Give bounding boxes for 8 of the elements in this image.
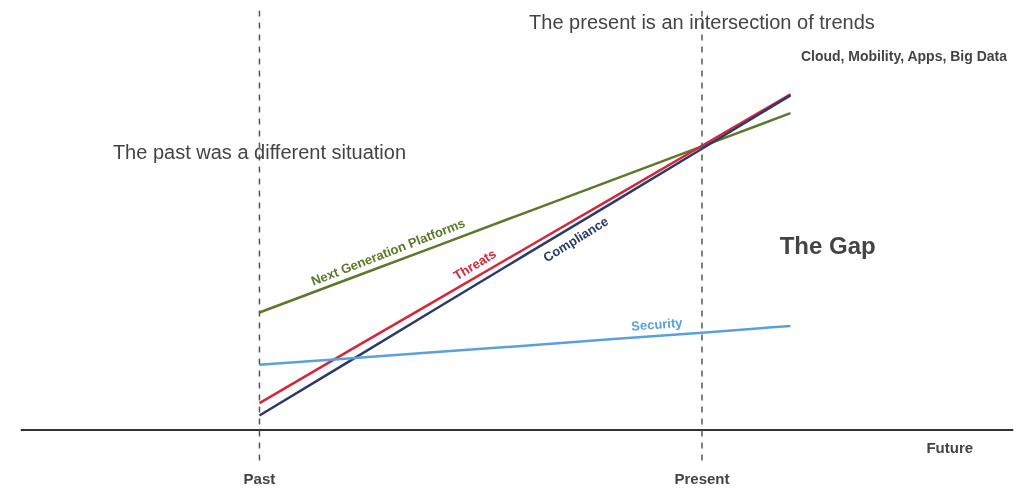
ref-line-label: The present is an intersection of trends <box>529 10 875 33</box>
ref-line-label: The past was a different situation <box>112 140 407 163</box>
series-label: Security <box>630 314 684 334</box>
x-tick-label: Present <box>674 469 730 487</box>
annotation: The Gap <box>779 231 876 259</box>
text: Future <box>926 439 974 457</box>
x-tick-label: Past <box>243 469 276 487</box>
text: Cloud, Mobility, Apps, Big Data <box>800 47 1008 64</box>
